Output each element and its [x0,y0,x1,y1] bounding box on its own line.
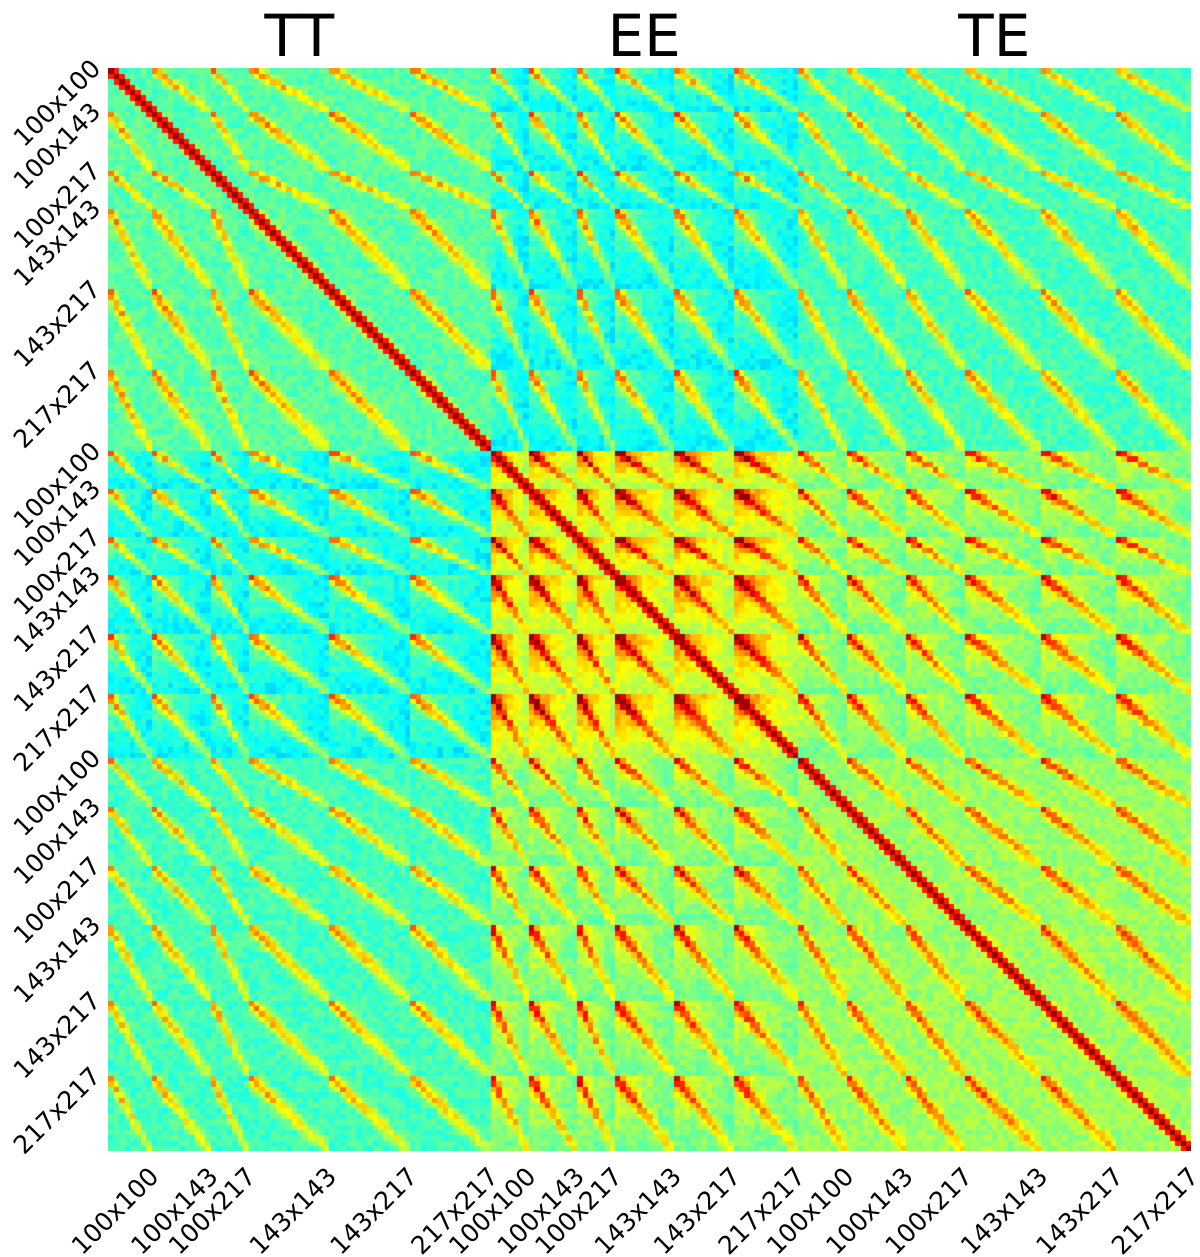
y-axis-tick-labels: 100x100100x143100x217143x143143x217217x2… [8,54,106,1160]
y-tick-label: 217x217 [8,355,106,453]
x-axis-tick-labels: 100x100100x143100x217143x143143x217217x2… [66,1162,1200,1257]
spectrum-title-ee: EE [607,2,680,70]
spectrum-titles: TT EE TE [263,2,1030,70]
spectrum-title-te: TE [957,2,1030,70]
spectrum-title-tt: TT [263,2,334,70]
correlation-heatmap [108,68,1191,1151]
y-tick-label: 143x217 [8,275,106,373]
